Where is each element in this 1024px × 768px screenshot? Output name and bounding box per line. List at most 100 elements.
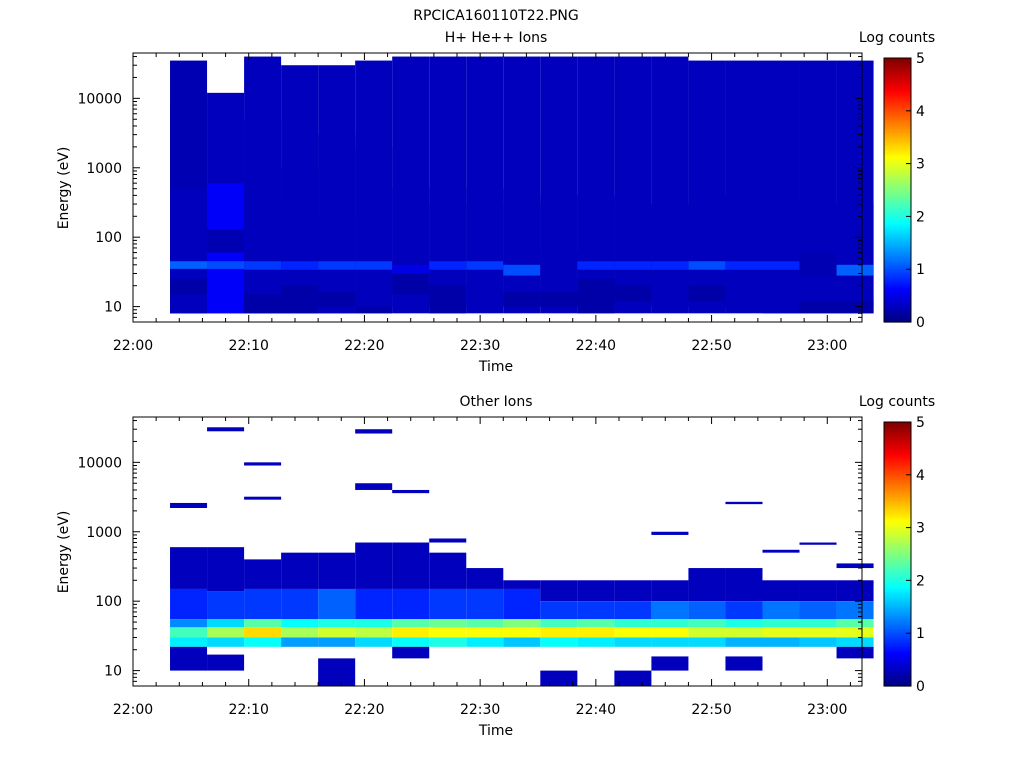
heatmap-cell [429,285,467,314]
heatmap-cell [355,627,393,638]
colorbar-swatch [884,168,911,171]
heatmap-cell [281,261,319,270]
colorbar-swatch [884,666,911,669]
colorbar-swatch [884,249,911,253]
heatmap-cell [651,580,689,602]
heatmap-cell [688,619,726,628]
colorbar-swatch [884,77,911,81]
colorbar-swatch [884,569,911,573]
heatmap-cell [429,637,467,647]
heatmap-cell [614,580,652,602]
colorbar-swatch [884,448,911,452]
plot-frame [132,52,863,323]
heatmap-cell [466,568,504,589]
colorbar-swatch [884,251,911,255]
colorbar-swatch [884,115,911,118]
heatmap-cell [392,264,430,274]
heatmap-cell [429,538,467,543]
x-tick-label: 22:10 [229,702,269,718]
colorbar-swatch [884,317,911,321]
colorbar-swatch [884,538,911,542]
colorbar-swatch [884,558,911,562]
colorbar-swatch [884,106,911,110]
heatmap-cell [651,531,689,535]
heatmap-cell [355,429,393,434]
colorbar-swatch [884,488,911,491]
colorbar-swatch [884,639,911,643]
colorbar-swatch [884,183,911,187]
heatmap-cell [651,601,689,620]
heatmap-cell [799,252,837,276]
plot-axes: 22:00 22:10 22:20 22:30 22:40 22:50 23:00 10 100… [77,416,863,718]
heatmap-cell [725,619,763,628]
heatmap-cell [355,146,393,314]
heatmap-cell [244,627,282,638]
heatmap-cell [762,261,800,270]
x-tick-label: 22:20 [344,702,384,718]
colorbar-swatch [884,683,911,687]
heatmap-cell [614,285,652,302]
heatmap-cell [836,601,874,620]
colorbar-swatch [884,677,911,680]
colorbar-swatch [884,102,911,105]
panel-other-ions: Other Ions Log counts Time Energy (eV) 2… [56,394,935,739]
y-tick-label: 1000 [86,525,122,541]
colorbar-swatch [884,146,911,149]
colorbar-swatch [884,529,911,533]
colorbar-swatch [884,483,911,487]
colorbar-tick-label: 1 [916,626,925,642]
x-tick-label: 22:20 [344,338,384,354]
colorbar-swatch [884,664,911,667]
heatmap-cell [762,580,800,602]
heatmap-cells [170,427,874,686]
heatmap-cell [466,588,504,620]
colorbar-swatch [884,207,911,211]
colorbar-swatch [884,71,911,74]
colorbar-swatch [884,170,911,173]
heatmap-cell [540,627,578,638]
colorbar-swatch [884,422,911,425]
heatmap-cell [392,188,430,314]
heatmap-cell [836,637,874,647]
colorbar-tick-label: 0 [916,679,925,695]
heatmap-cell [466,261,504,270]
x-tick-label: 22:10 [229,338,269,354]
colorbar-swatch [884,280,911,283]
heatmap-cell [207,229,245,253]
colorbar-swatch [884,154,911,158]
colorbar-swatch [884,198,911,202]
heatmap-cell [244,637,282,647]
heatmap-cell [244,462,282,466]
colorbar-tick-label: 0 [916,315,925,331]
colorbar-swatch [884,536,911,540]
colorbar-swatch [884,646,911,650]
colorbar-swatch [884,446,911,449]
colorbar-swatch [884,258,911,261]
heatmap-cell [799,637,837,647]
colorbar-swatch [884,163,911,167]
colorbar-swatch [884,499,911,502]
colorbar-swatch [884,313,911,316]
colorbar-swatch [884,580,911,584]
colorbar-swatch [884,247,911,250]
heatmap-cell [355,483,393,490]
x-tick-label: 22:00 [113,702,153,718]
plot-frame [132,416,863,687]
colorbar-swatch [884,130,911,134]
heatmap-cell [318,619,356,628]
colorbar-swatch [884,565,911,568]
colorbar: 0 1 2 3 4 5 [883,51,925,331]
heatmap-cell [836,563,874,569]
colorbar-swatch [884,503,911,507]
heatmap-cell [392,646,430,659]
colorbar-frame [883,421,912,687]
colorbar-swatch [884,644,911,647]
colorbar-swatch [884,571,911,575]
colorbar-swatch [884,437,911,441]
heatmap-cell [392,542,430,589]
colorbar-swatch [884,635,911,639]
heatmap-cell [281,637,319,647]
colorbar-swatch [884,549,911,553]
heatmap-cell [244,195,282,314]
heatmap-cell [503,627,541,638]
